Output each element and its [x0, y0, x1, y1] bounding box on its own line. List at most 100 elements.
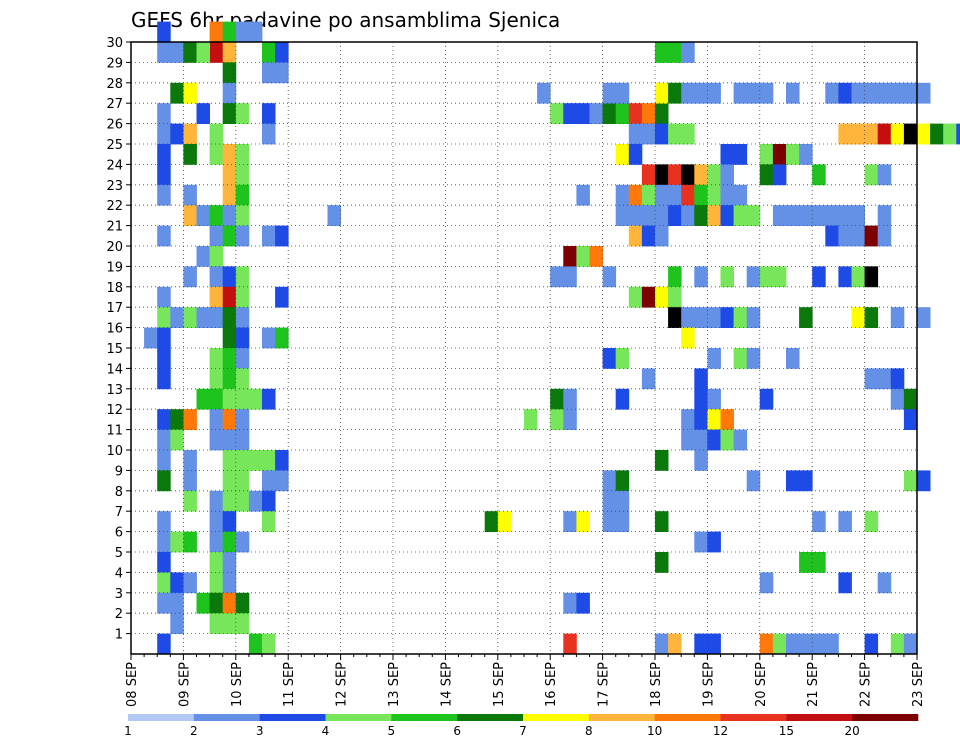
heatmap-cell [890, 82, 905, 104]
legend-swatch [852, 714, 919, 721]
heatmap-cell [209, 266, 224, 288]
heatmap-cell [707, 633, 721, 655]
heatmap-cell [772, 633, 787, 655]
x-axis-ticks: 08 SEP 09 SEP 10 SEP 11 SEP 12 SEP 13 SEP 14 S… [125, 654, 926, 707]
heatmap-cell [235, 21, 250, 43]
heatmap-cell [183, 307, 197, 328]
heatmap-cell [550, 266, 564, 288]
heatmap-cell [628, 144, 643, 165]
y-tick-label: 16 [106, 322, 123, 337]
heatmap-cell [209, 531, 224, 553]
heatmap-cell [235, 103, 250, 124]
heatmap-cell [563, 592, 577, 614]
heatmap-cell [183, 82, 197, 104]
heatmap-cell [615, 470, 630, 492]
heatmap-cell [864, 368, 879, 390]
x-tick-label: 18 SEP [649, 662, 664, 707]
heatmap-cell [183, 144, 197, 165]
y-tick-label: 21 [106, 220, 123, 235]
heatmap-cell [668, 266, 682, 288]
heatmap-cell [681, 123, 695, 145]
heatmap-cell [183, 531, 197, 553]
y-tick-label: 27 [106, 97, 123, 112]
y-tick-label: 17 [106, 301, 123, 316]
legend-swatch [523, 714, 590, 721]
heatmap-cells [144, 21, 960, 655]
heatmap-cell [196, 42, 210, 63]
heatmap-cell [222, 62, 237, 84]
heatmap-cell [799, 552, 813, 573]
y-tick-label: 24 [106, 158, 123, 173]
x-tick-label: 11 SEP [282, 662, 297, 707]
heatmap-cell [641, 368, 656, 390]
heatmap-cell [563, 266, 577, 288]
chart-title: GEFS 6hr padavine po ansamblima Sjenica [131, 8, 560, 32]
y-tick-label: 30 [106, 36, 123, 51]
heatmap-cell [877, 368, 892, 390]
heatmap-cell [235, 144, 250, 165]
legend-label: 6 [453, 724, 461, 738]
heatmap-cell [641, 164, 656, 186]
heatmap-cell [903, 633, 918, 655]
heatmap-cell [733, 429, 748, 451]
heatmap-cell [589, 246, 603, 267]
heatmap-cell [917, 470, 931, 492]
heatmap-cell [838, 225, 852, 247]
y-axis-ticks: 1234567891011121314151617181920212223242… [106, 36, 131, 643]
heatmap-cell [275, 286, 289, 308]
heatmap-cell [615, 490, 630, 512]
heatmap-cell [157, 552, 171, 573]
heatmap-cell [890, 368, 905, 390]
heatmap-cell [799, 144, 813, 165]
heatmap-cell [825, 205, 839, 226]
heatmap-cell [825, 225, 839, 247]
heatmap-cell [576, 246, 590, 267]
heatmap-cell [196, 307, 210, 328]
heatmap-cell [209, 490, 224, 512]
heatmap-cell [235, 613, 250, 634]
heatmap-cell [157, 450, 171, 471]
heatmap-cell [235, 409, 250, 430]
heatmap-cell [890, 388, 905, 410]
heatmap-cell [641, 225, 656, 247]
heatmap-cell [877, 225, 892, 247]
heatmap-cell [262, 62, 276, 84]
heatmap-cell [235, 429, 250, 451]
heatmap-cell [838, 123, 852, 145]
heatmap-cell [248, 388, 263, 410]
heatmap-cell [209, 409, 224, 430]
x-tick-label: 09 SEP [177, 662, 192, 707]
heatmap-cell [222, 42, 237, 63]
heatmap-cell [157, 572, 171, 594]
heatmap-cell [694, 266, 708, 288]
heatmap-cell [157, 633, 171, 655]
heatmap-cell [209, 572, 224, 594]
heatmap-cell [694, 409, 708, 430]
heatmap-cell [812, 266, 826, 288]
heatmap-cell [799, 633, 813, 655]
y-tick-label: 11 [106, 424, 123, 439]
heatmap-cell [602, 490, 617, 512]
heatmap-cell [222, 164, 237, 186]
heatmap-cell [864, 225, 879, 247]
legend-label: 1 [124, 724, 132, 738]
heatmap-cell [275, 225, 289, 247]
y-tick-label: 9 [115, 464, 123, 479]
heatmap-cell [576, 511, 590, 532]
heatmap-cell [209, 144, 224, 165]
heatmap-cell [183, 409, 197, 430]
heatmap-cell [930, 123, 944, 145]
heatmap-cell [248, 450, 263, 471]
heatmap-cell [262, 388, 276, 410]
heatmap-cell [864, 164, 879, 186]
heatmap-cell [877, 164, 892, 186]
heatmap-cell [694, 164, 708, 186]
heatmap-cell [262, 42, 276, 63]
heatmap-cell [759, 388, 774, 410]
x-tick-label: 19 SEP [701, 662, 716, 707]
heatmap-cell [550, 103, 564, 124]
heatmap-cell [170, 429, 184, 451]
heatmap-cell [275, 470, 289, 492]
heatmap-cell [681, 409, 695, 430]
heatmap-cell [183, 572, 197, 594]
